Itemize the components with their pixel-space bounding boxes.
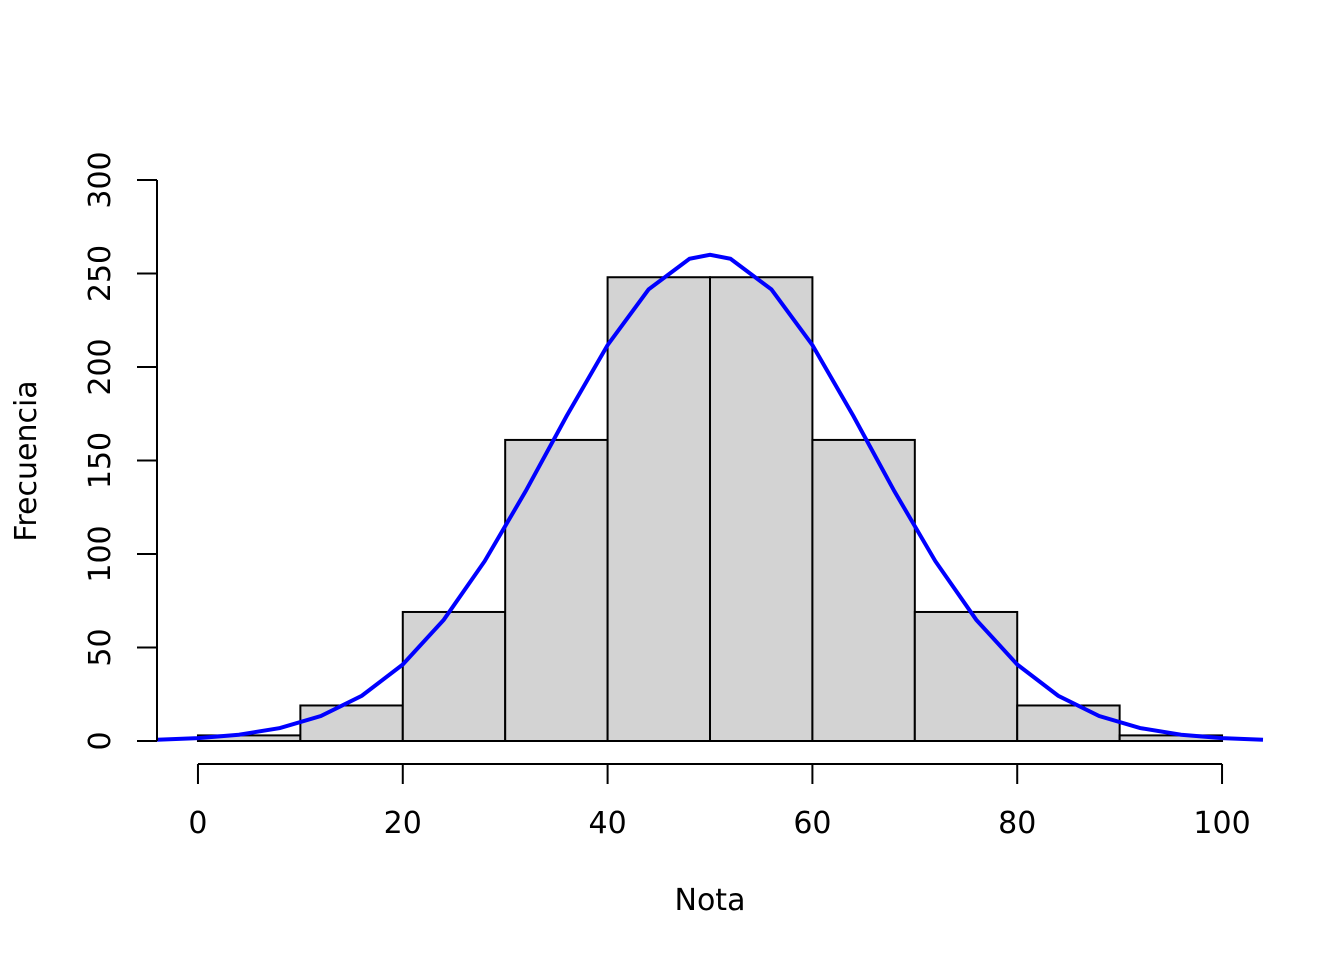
y-axis-label: Frecuencia: [9, 380, 44, 541]
y-tick-label: 250: [83, 245, 118, 302]
bar: [709, 276, 814, 742]
y-tick-label: 50: [83, 628, 118, 666]
bar: [401, 610, 507, 742]
y-tick-label: 300: [83, 151, 118, 208]
x-tick-label: 80: [998, 806, 1036, 841]
y-tick-label: 200: [83, 338, 118, 395]
x-tick-label: 20: [384, 806, 422, 841]
y-tick-label: 150: [83, 432, 118, 489]
bar: [913, 610, 1019, 742]
y-tick-label: 0: [83, 731, 118, 750]
x-tick-label: 60: [793, 806, 831, 841]
x-tick-label: 0: [188, 806, 207, 841]
x-tick-label: 100: [1193, 806, 1250, 841]
bar: [811, 438, 916, 742]
bar: [1016, 704, 1121, 742]
bar: [606, 276, 711, 742]
x-tick-label: 40: [588, 806, 626, 841]
bar: [504, 438, 609, 742]
y-tick-label: 100: [83, 525, 118, 582]
bar: [299, 704, 404, 742]
x-axis-label: Nota: [675, 883, 746, 918]
density-curve: [156, 252, 1264, 742]
